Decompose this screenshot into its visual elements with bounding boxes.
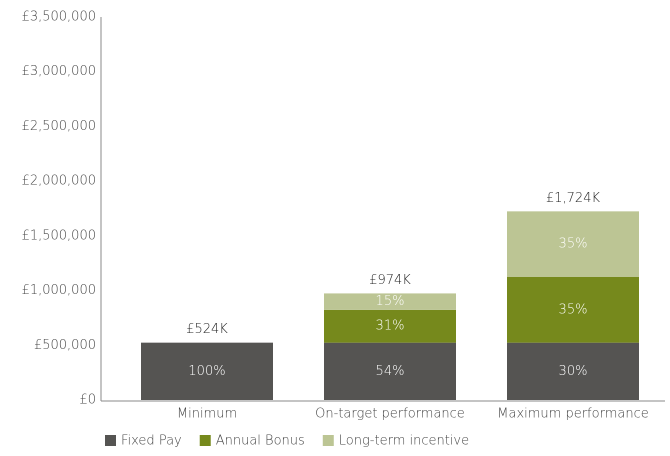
bar-segment — [507, 211, 639, 278]
bar-segment — [324, 293, 456, 310]
segment-label: 100% — [188, 364, 225, 379]
y-tick-label: £2,000,000 — [22, 174, 96, 189]
segment-label: 35% — [559, 237, 588, 252]
y-tick-label: £2,500,000 — [22, 119, 96, 134]
y-tick-label: £3,500,000 — [22, 10, 96, 25]
y-tick-label: £1,500,000 — [22, 228, 96, 243]
legend-label: Fixed Pay — [121, 434, 182, 449]
bar-segment — [141, 342, 273, 400]
bar-segment — [324, 342, 456, 400]
legend-label: Long-term incentive — [339, 434, 469, 449]
y-tick-label: £500,000 — [34, 338, 96, 353]
bar-segment — [507, 277, 639, 343]
x-tick-label: On-target performance — [315, 407, 465, 422]
legend-swatch — [105, 435, 116, 446]
legend-swatch — [199, 435, 211, 446]
segment-label: 15% — [376, 294, 405, 309]
segment-label: 30% — [559, 364, 588, 379]
y-tick-label: £1,000,000 — [22, 283, 96, 298]
total-label: £1,724K — [546, 191, 600, 206]
legend-label: Annual Bonus — [216, 434, 305, 449]
legend-swatch — [322, 435, 334, 446]
bar-segment — [324, 309, 456, 343]
bar-segment — [507, 342, 639, 400]
total-label: £524K — [186, 322, 228, 337]
segment-label: 31% — [376, 319, 405, 334]
y-tick-label: £0 — [79, 393, 96, 408]
segment-label: 35% — [559, 302, 588, 317]
segment-label: 54% — [376, 364, 405, 379]
total-label: £974K — [369, 273, 411, 288]
x-tick-label: Maximum performance — [497, 407, 648, 422]
x-tick-label: Minimum — [177, 407, 237, 422]
y-tick-label: £3,000,000 — [22, 64, 96, 79]
